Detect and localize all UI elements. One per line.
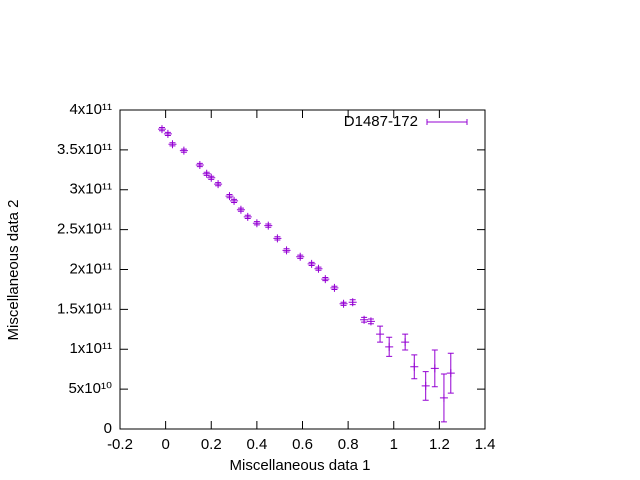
error-point [366, 317, 375, 326]
y-tick-label: 3.5x10¹¹ [57, 141, 112, 158]
y-axis-label: Miscellaneous data 2 [5, 200, 22, 341]
y-tick-label: 0 [104, 420, 112, 437]
x-tick-label: 0.8 [338, 436, 359, 453]
point [179, 146, 188, 155]
error-point [421, 371, 430, 401]
point [282, 246, 291, 255]
point [236, 205, 245, 214]
error-point [202, 169, 211, 178]
error-point [252, 219, 261, 228]
x-tick-label: 0.6 [292, 436, 313, 453]
point [230, 196, 239, 205]
error-point [195, 161, 204, 170]
x-tick-label: 0 [161, 436, 169, 453]
point [195, 161, 204, 170]
point [376, 330, 385, 339]
error-point [439, 373, 448, 423]
y-tick-label: 2x10¹¹ [69, 260, 112, 277]
point [430, 364, 439, 373]
error-point [348, 298, 357, 307]
point [360, 315, 369, 324]
error-point [321, 275, 330, 284]
error-point [225, 192, 234, 201]
error-point [230, 196, 239, 205]
error-point [179, 146, 188, 155]
error-point [243, 212, 252, 221]
error-point [339, 299, 348, 308]
error-point [330, 283, 339, 292]
point [366, 317, 375, 326]
point [421, 381, 430, 390]
x-tick-label: -0.2 [107, 436, 133, 453]
point [168, 140, 177, 149]
y-tick-label: 4x10¹¹ [69, 101, 112, 118]
point [225, 192, 234, 201]
error-point [157, 125, 166, 134]
error-point [214, 180, 223, 189]
y-tick-label: 5x10¹⁰ [68, 380, 112, 397]
x-axis-label: Miscellaneous data 1 [230, 457, 371, 474]
point [339, 299, 348, 308]
point [214, 180, 223, 189]
point [401, 338, 410, 347]
x-tick-label: 0.4 [246, 436, 267, 453]
point [157, 125, 166, 134]
error-point [385, 336, 394, 357]
x-tick-label: 1.2 [429, 436, 450, 453]
point [296, 252, 305, 261]
error-point [163, 129, 172, 138]
point [321, 275, 330, 284]
y-tick-label: 1x10¹¹ [69, 340, 112, 357]
point [330, 283, 339, 292]
error-point [307, 259, 316, 268]
x-tick-label: 1 [390, 436, 398, 453]
error-point [264, 221, 273, 230]
error-point [296, 252, 305, 261]
error-point [401, 333, 410, 351]
error-point [168, 140, 177, 149]
point [243, 212, 252, 221]
y-tick-label: 2.5x10¹¹ [57, 221, 112, 238]
point [446, 369, 455, 378]
x-tick-label: 0.2 [201, 436, 222, 453]
legend-label: D1487-172 [344, 113, 418, 130]
point [410, 362, 419, 371]
point [385, 342, 394, 351]
error-point [273, 234, 282, 243]
error-point [314, 264, 323, 273]
error-point [376, 325, 385, 343]
error-point [207, 173, 216, 182]
error-point [446, 352, 455, 394]
error-point [236, 205, 245, 214]
x-tick-label: 1.4 [475, 436, 496, 453]
plot-frame [119, 109, 486, 430]
point [264, 221, 273, 230]
error-point [360, 315, 369, 324]
error-point [282, 246, 291, 255]
y-tick-label: 3x10¹¹ [69, 181, 112, 198]
point [439, 393, 448, 402]
error-point [410, 354, 419, 380]
point [307, 259, 316, 268]
point [348, 298, 357, 307]
point [314, 264, 323, 273]
error-point [430, 349, 439, 388]
point [207, 173, 216, 182]
y-tick-label: 1.5x10¹¹ [57, 300, 112, 317]
point [273, 234, 282, 243]
point [202, 169, 211, 178]
legend-sample [426, 119, 468, 125]
point [163, 129, 172, 138]
point [252, 219, 261, 228]
